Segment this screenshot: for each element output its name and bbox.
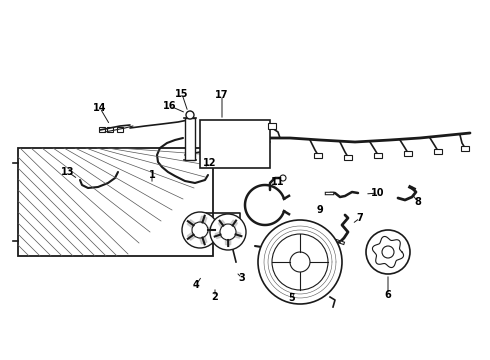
Bar (117, 127, 123, 132)
Polygon shape (199, 235, 207, 244)
Bar (185, 118, 195, 160)
Polygon shape (233, 231, 241, 238)
Bar (200, 120, 270, 168)
Circle shape (220, 224, 236, 240)
Circle shape (382, 246, 394, 258)
Bar (18, 148, 213, 256)
Circle shape (280, 175, 286, 181)
Text: 14: 14 (93, 103, 107, 113)
Polygon shape (187, 220, 196, 228)
Circle shape (272, 234, 328, 290)
Bar (461, 146, 469, 151)
Circle shape (258, 220, 342, 304)
Text: 10: 10 (371, 188, 385, 198)
Circle shape (182, 212, 218, 248)
Polygon shape (225, 238, 231, 245)
Circle shape (210, 214, 246, 250)
Polygon shape (219, 220, 226, 229)
Circle shape (366, 230, 410, 274)
Bar (344, 155, 352, 160)
Text: 13: 13 (61, 167, 75, 177)
Bar (268, 123, 276, 129)
Polygon shape (215, 231, 223, 239)
Text: 9: 9 (317, 205, 323, 215)
Bar (434, 149, 442, 154)
Bar (107, 127, 113, 132)
Polygon shape (206, 227, 214, 233)
Text: 7: 7 (357, 213, 364, 223)
Text: 8: 8 (415, 197, 421, 207)
Polygon shape (229, 220, 238, 228)
Polygon shape (187, 231, 196, 240)
Bar (374, 153, 382, 158)
Polygon shape (199, 216, 207, 225)
Text: 5: 5 (289, 293, 295, 303)
Text: 2: 2 (212, 292, 219, 302)
Text: 11: 11 (271, 177, 285, 187)
Text: 4: 4 (193, 280, 199, 290)
Bar (99, 127, 105, 132)
Text: 12: 12 (203, 158, 217, 168)
Bar (314, 153, 322, 158)
Text: 16: 16 (163, 101, 177, 111)
Circle shape (192, 222, 208, 238)
Text: 6: 6 (385, 290, 392, 300)
Text: 1: 1 (148, 170, 155, 180)
Bar (404, 151, 412, 156)
Circle shape (290, 252, 310, 272)
Text: 17: 17 (215, 90, 229, 100)
Text: 15: 15 (175, 89, 189, 99)
Text: 3: 3 (239, 273, 245, 283)
Circle shape (186, 111, 194, 119)
